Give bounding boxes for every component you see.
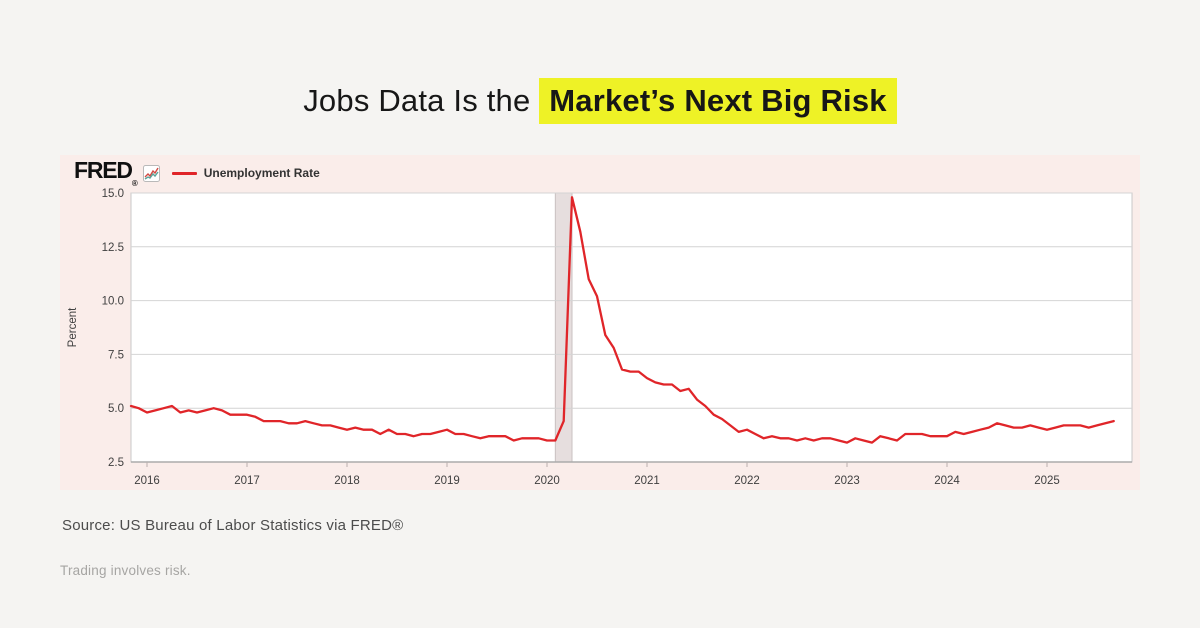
page-title: Jobs Data Is the Market’s Next Big Risk [0, 78, 1200, 124]
page-title-prefix: Jobs Data Is the [303, 83, 540, 118]
y-axis-title: Percent [67, 307, 79, 347]
y-axis-tick-label: 15.0 [102, 188, 124, 200]
risk-disclaimer: Trading involves risk. [60, 563, 191, 578]
plot-area [130, 192, 1133, 463]
y-axis-tick-label: 12.5 [102, 242, 124, 254]
fred-sparkline-icon [142, 164, 160, 182]
x-axis-tick-label: 2022 [734, 475, 760, 487]
x-axis-tick-label: 2024 [934, 475, 960, 487]
x-axis-tick-label: 2019 [434, 475, 460, 487]
x-axis-tick-label: 2025 [1034, 475, 1060, 487]
x-axis-tick-label: 2016 [134, 475, 160, 487]
y-axis-tick-label: 7.5 [108, 349, 124, 361]
chart-header: FRED® Unemployment Rate [74, 156, 320, 188]
x-axis-tick-label: 2020 [534, 475, 560, 487]
x-axis-tick-label: 2017 [234, 475, 260, 487]
legend-line-swatch [171, 171, 197, 175]
source-attribution: Source: US Bureau of Labor Statistics vi… [62, 517, 404, 534]
unemployment-chart: 2.5 5.0 7.5 10.0 12.5 15.0 2016 2017 2018 2019 202… [67, 188, 1133, 487]
recession-band [555, 193, 572, 462]
fred-registered-mark: ® [131, 178, 138, 188]
x-axis-tick-label: 2018 [334, 475, 360, 487]
x-axis-tick-label: 2023 [834, 475, 860, 487]
y-axis-tick-label: 2.5 [108, 457, 124, 469]
legend-label: Unemployment Rate [203, 166, 320, 180]
fred-chart-card: 2.5 5.0 7.5 10.0 12.5 15.0 2016 2017 2018 2019 202… [60, 155, 1140, 490]
y-axis-tick-label: 5.0 [108, 403, 124, 415]
fred-logo: FRED® [74, 156, 138, 188]
page-title-highlight: Market’s Next Big Risk [539, 78, 897, 124]
x-axis-tick-label: 2021 [634, 475, 660, 487]
y-axis-tick-label: 10.0 [102, 296, 124, 308]
unemployment-rate-line [129, 196, 1115, 444]
